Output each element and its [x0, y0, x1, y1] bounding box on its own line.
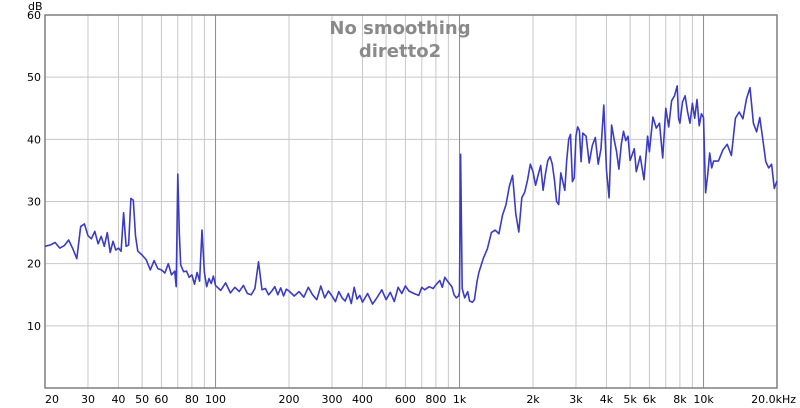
x-tick-labels: 20 30 40 50 60 80 100 200 300 400 600 800 1k 2k 3k 4k 5k… [45, 393, 796, 406]
plot-frame [44, 14, 778, 389]
x-tick-label: 6k [643, 393, 657, 406]
x-tick-label: 1k [453, 393, 467, 406]
x-tick-label: 20 [45, 393, 59, 406]
y-axis-label: dB [28, 0, 43, 13]
y-tick-label: 20 [27, 258, 41, 271]
x-tick-label: 60 [154, 393, 168, 406]
x-tick-label: 400 [352, 393, 373, 406]
y-tick-label: 10 [27, 320, 41, 333]
x-tick-label: 50 [135, 393, 149, 406]
y-tick-labels: 10 20 30 40 50 60 [27, 9, 41, 333]
chart-title: No smoothing [329, 18, 470, 39]
x-tick-label: 200 [279, 393, 300, 406]
x-tick-label: 20.0kHz [751, 393, 796, 406]
chart-subtitle: diretto2 [359, 41, 441, 62]
x-tick-label: 4k [600, 393, 614, 406]
x-tick-label: 600 [395, 393, 416, 406]
x-tick-label: 300 [321, 393, 342, 406]
y-tick-label: 50 [27, 71, 41, 84]
x-tick-label: 8k [673, 393, 687, 406]
x-tick-label: 80 [185, 393, 199, 406]
x-tick-label: 3k [569, 393, 583, 406]
x-tick-label: 5k [623, 393, 637, 406]
y-tick-label: 30 [27, 196, 41, 209]
y-tick-label: 40 [27, 133, 41, 146]
x-tick-label: 10k [693, 393, 714, 406]
x-tick-label: 100 [205, 393, 226, 406]
x-tick-label: 800 [425, 393, 446, 406]
x-tick-label: 30 [81, 393, 95, 406]
x-tick-label: 2k [526, 393, 540, 406]
series-line [44, 85, 778, 305]
y-tick-label: 60 [27, 9, 41, 22]
x-tick-label: 40 [111, 393, 125, 406]
